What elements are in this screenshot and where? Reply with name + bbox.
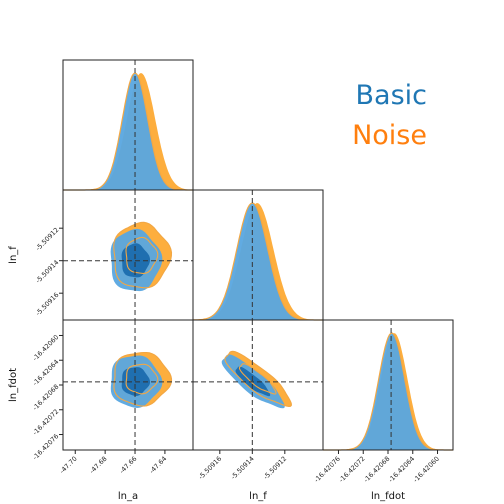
contour-line-outer-ln_a-ln_f-noise [113, 221, 173, 289]
ylabel-ln_f: ln_f [8, 246, 19, 264]
hist-ln_a-basic [63, 73, 193, 190]
legend-entry-noise: Noise [352, 120, 427, 151]
hist-outline-ln_f-noise [193, 202, 323, 321]
xlabel-ln_fdot: ln_fdot [371, 491, 405, 502]
contour-line-outer-ln_f-ln_fdot-noise [224, 350, 292, 408]
xtick-label-ln_a-0: -47.70 [58, 455, 78, 475]
legend: Basic Noise [352, 80, 427, 151]
xtick-label-ln_f-1: -5.50916 [197, 455, 223, 481]
ytick-label-ln_f-1: -5.50916 [34, 291, 60, 317]
ytick-label-ln_f-3: -5.50912 [34, 226, 60, 252]
contour-line-inner-ln_a-ln_f-noise [125, 236, 159, 274]
xtick-label-ln_f-2: -5.50914 [229, 455, 255, 481]
hist-ln_fdot-basic [323, 333, 453, 450]
contour-line-inner-ln_a-ln_fdot-noise [125, 363, 159, 395]
contour-line-outer-ln_a-ln_fdot-noise [113, 351, 173, 407]
contour-line-inner-ln_f-ln_fdot-noise [238, 363, 277, 395]
xtick-label-ln_a-1: -47.68 [88, 455, 108, 475]
legend-entry-basic: Basic [356, 80, 427, 111]
xtick-label-ln_fdot-4: -16.42060 [412, 455, 441, 484]
ylabel-ln_fdot: ln_fdot [8, 368, 19, 402]
xlabel-ln_a: ln_a [118, 491, 138, 502]
ytick-label-ln_fdot-4: -16.42060 [31, 333, 60, 362]
xtick-label-ln_f-3: -5.50912 [262, 455, 288, 481]
hist-ln_f-basic [193, 203, 323, 320]
xlabel-ln_f: ln_f [249, 491, 267, 502]
ytick-label-ln_f-2: -5.50914 [34, 258, 60, 284]
xtick-label-ln_a-2: -47.66 [118, 455, 138, 475]
xtick-label-ln_a-3: -47.64 [148, 455, 168, 475]
